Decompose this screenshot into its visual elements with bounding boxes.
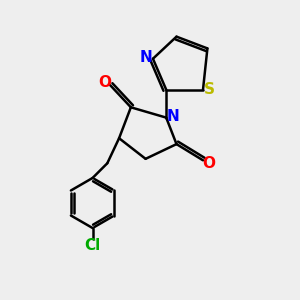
Text: N: N — [140, 50, 153, 65]
Text: O: O — [202, 156, 215, 171]
Text: N: N — [166, 109, 179, 124]
Text: O: O — [98, 75, 112, 90]
Text: S: S — [203, 82, 214, 97]
Text: Cl: Cl — [85, 238, 101, 253]
